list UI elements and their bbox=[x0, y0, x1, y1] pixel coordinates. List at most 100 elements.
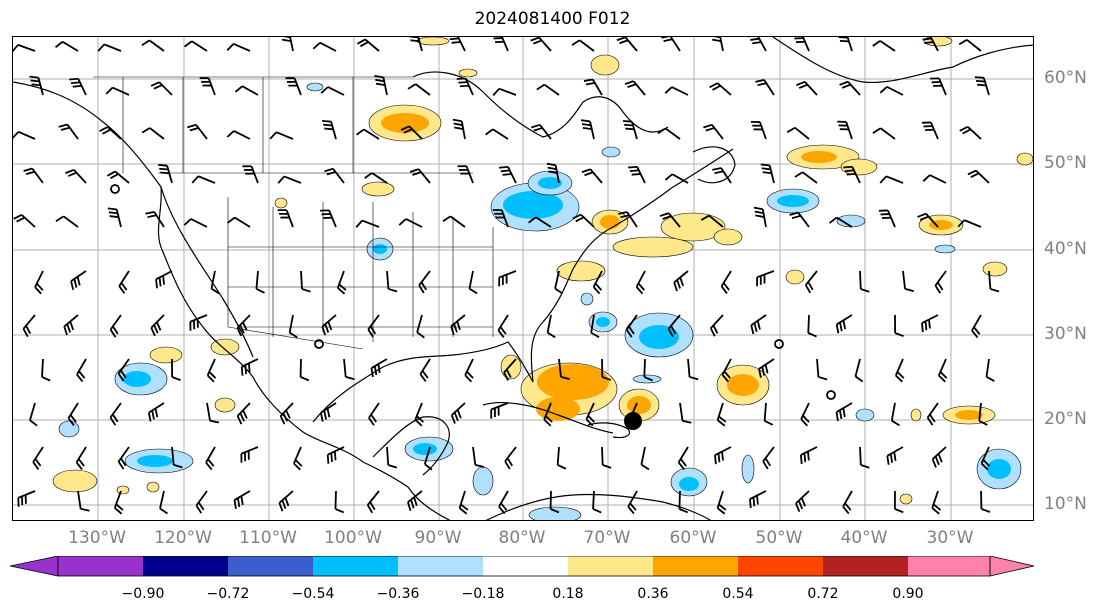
wind-barb-feather bbox=[712, 167, 722, 171]
wind-barb-feather bbox=[77, 458, 85, 467]
neg-anomaly-region bbox=[934, 244, 956, 254]
wind-barb bbox=[77, 490, 82, 509]
wind-barb-feather bbox=[722, 282, 730, 291]
wind-barb bbox=[328, 210, 337, 228]
wind-barb bbox=[890, 402, 896, 421]
wind-barb-feather bbox=[629, 169, 639, 173]
coastline-baja bbox=[160, 186, 254, 358]
pos-anomaly-region bbox=[556, 260, 606, 282]
wind-barb bbox=[106, 126, 122, 140]
lat-label-30n: 30°N bbox=[1044, 324, 1087, 344]
wind-barb-feather bbox=[327, 321, 333, 331]
wind-barb-feather bbox=[323, 123, 333, 127]
wind-barb bbox=[538, 37, 552, 52]
wind-barb-feather bbox=[356, 38, 366, 45]
wind-barb-feather bbox=[602, 464, 612, 469]
wind-barb-feather bbox=[594, 282, 603, 291]
lon-label-40w: 40°W bbox=[840, 528, 888, 548]
wind-barb bbox=[885, 175, 904, 184]
wind-barb-feather bbox=[153, 324, 159, 334]
pos-anomaly-region bbox=[1016, 152, 1033, 166]
wind-barb-feather bbox=[624, 123, 634, 127]
pos-anomaly-region bbox=[955, 410, 983, 420]
neg-anomaly-region bbox=[596, 317, 610, 327]
wind-barb bbox=[29, 402, 36, 421]
wind-barb-feather bbox=[970, 172, 980, 178]
wind-barb-feather bbox=[893, 451, 897, 461]
wind-barb-feather bbox=[453, 323, 458, 333]
wind-barb-feather bbox=[721, 451, 724, 461]
wind-barb-feather bbox=[187, 123, 197, 129]
wind-barb bbox=[18, 490, 36, 499]
wind-barb bbox=[343, 358, 347, 378]
colorbar-tick-label: −0.54 bbox=[291, 586, 335, 602]
wind-barb-feather bbox=[689, 376, 699, 381]
wind-barb-feather bbox=[714, 455, 717, 465]
colorbar-segment bbox=[568, 556, 653, 576]
wind-barb bbox=[886, 85, 904, 96]
wind-barb-feather bbox=[670, 325, 677, 335]
wind-barb-feather bbox=[756, 495, 759, 505]
wind-barb-feather bbox=[67, 417, 75, 426]
wind-barb-feather bbox=[818, 376, 828, 381]
wind-barb-feather bbox=[416, 331, 425, 339]
wind-barb-feather bbox=[842, 506, 850, 515]
wind-barb-feather bbox=[583, 78, 593, 82]
wind-barb bbox=[283, 175, 302, 184]
wind-barb bbox=[589, 121, 595, 140]
wind-barb-feather bbox=[424, 463, 433, 471]
wind-barb-feather bbox=[99, 126, 109, 132]
wind-barb-feather bbox=[454, 126, 464, 130]
wind-barb-feather bbox=[924, 321, 928, 331]
wind-barb-feather bbox=[932, 503, 942, 511]
wind-barb-feather bbox=[345, 376, 355, 381]
wind-barb-feather bbox=[70, 81, 81, 84]
wind-barb bbox=[804, 81, 818, 96]
wind-barb-feather bbox=[147, 214, 157, 218]
wind-barb-feather bbox=[922, 37, 932, 41]
wind-barb-feather bbox=[839, 322, 843, 332]
wind-barb-feather bbox=[974, 76, 984, 79]
wind-barb-feather bbox=[796, 80, 806, 86]
wind-barb-feather bbox=[475, 463, 485, 468]
wind-barb-feather bbox=[159, 507, 168, 515]
wind-barb bbox=[710, 314, 724, 329]
pos-anomaly-region bbox=[116, 485, 130, 495]
wind-barb-feather bbox=[239, 324, 245, 334]
wind-barb-feather bbox=[839, 409, 843, 420]
wind-barb-feather bbox=[846, 173, 856, 176]
wind-barb-feather bbox=[326, 454, 330, 464]
wind-barb-feather bbox=[324, 323, 330, 333]
wind-barb-feather bbox=[32, 461, 40, 470]
wind-barb-feather bbox=[375, 82, 386, 87]
wind-barb bbox=[449, 215, 466, 228]
wind-barb-feather bbox=[937, 453, 943, 463]
neg-anomaly-region bbox=[777, 195, 809, 207]
wind-barb-feather bbox=[468, 287, 478, 295]
wind-barb-feather bbox=[721, 374, 729, 383]
wind-barbs bbox=[13, 37, 1000, 515]
wind-barb bbox=[498, 490, 509, 508]
lon-label-30w: 30°W bbox=[926, 528, 974, 548]
wind-barb-feather bbox=[528, 216, 537, 224]
wind-barb bbox=[802, 171, 818, 184]
wind-barb-feather bbox=[934, 456, 940, 466]
wind-barb bbox=[415, 83, 431, 96]
wind-barb bbox=[632, 80, 646, 96]
wind-barb-feather bbox=[799, 454, 803, 465]
wind-barb-feather bbox=[879, 86, 888, 94]
wind-barb-feather bbox=[442, 215, 451, 223]
wind-barb-feather bbox=[301, 288, 311, 293]
wind-barb-feather bbox=[752, 41, 762, 45]
wind-barb-feather bbox=[754, 210, 764, 215]
wind-barb-feather bbox=[718, 503, 727, 511]
colorbar-tick-label: 0.18 bbox=[552, 586, 584, 602]
coastline-south-america bbox=[485, 493, 711, 520]
wind-barb-feather bbox=[921, 323, 924, 333]
wind-barb bbox=[967, 126, 982, 140]
wind-barb-feather bbox=[464, 374, 473, 383]
wind-barb-feather bbox=[449, 37, 459, 41]
pos-anomaly-region bbox=[801, 151, 837, 163]
neg-anomaly-region bbox=[679, 477, 699, 491]
wind-barb bbox=[67, 402, 79, 419]
